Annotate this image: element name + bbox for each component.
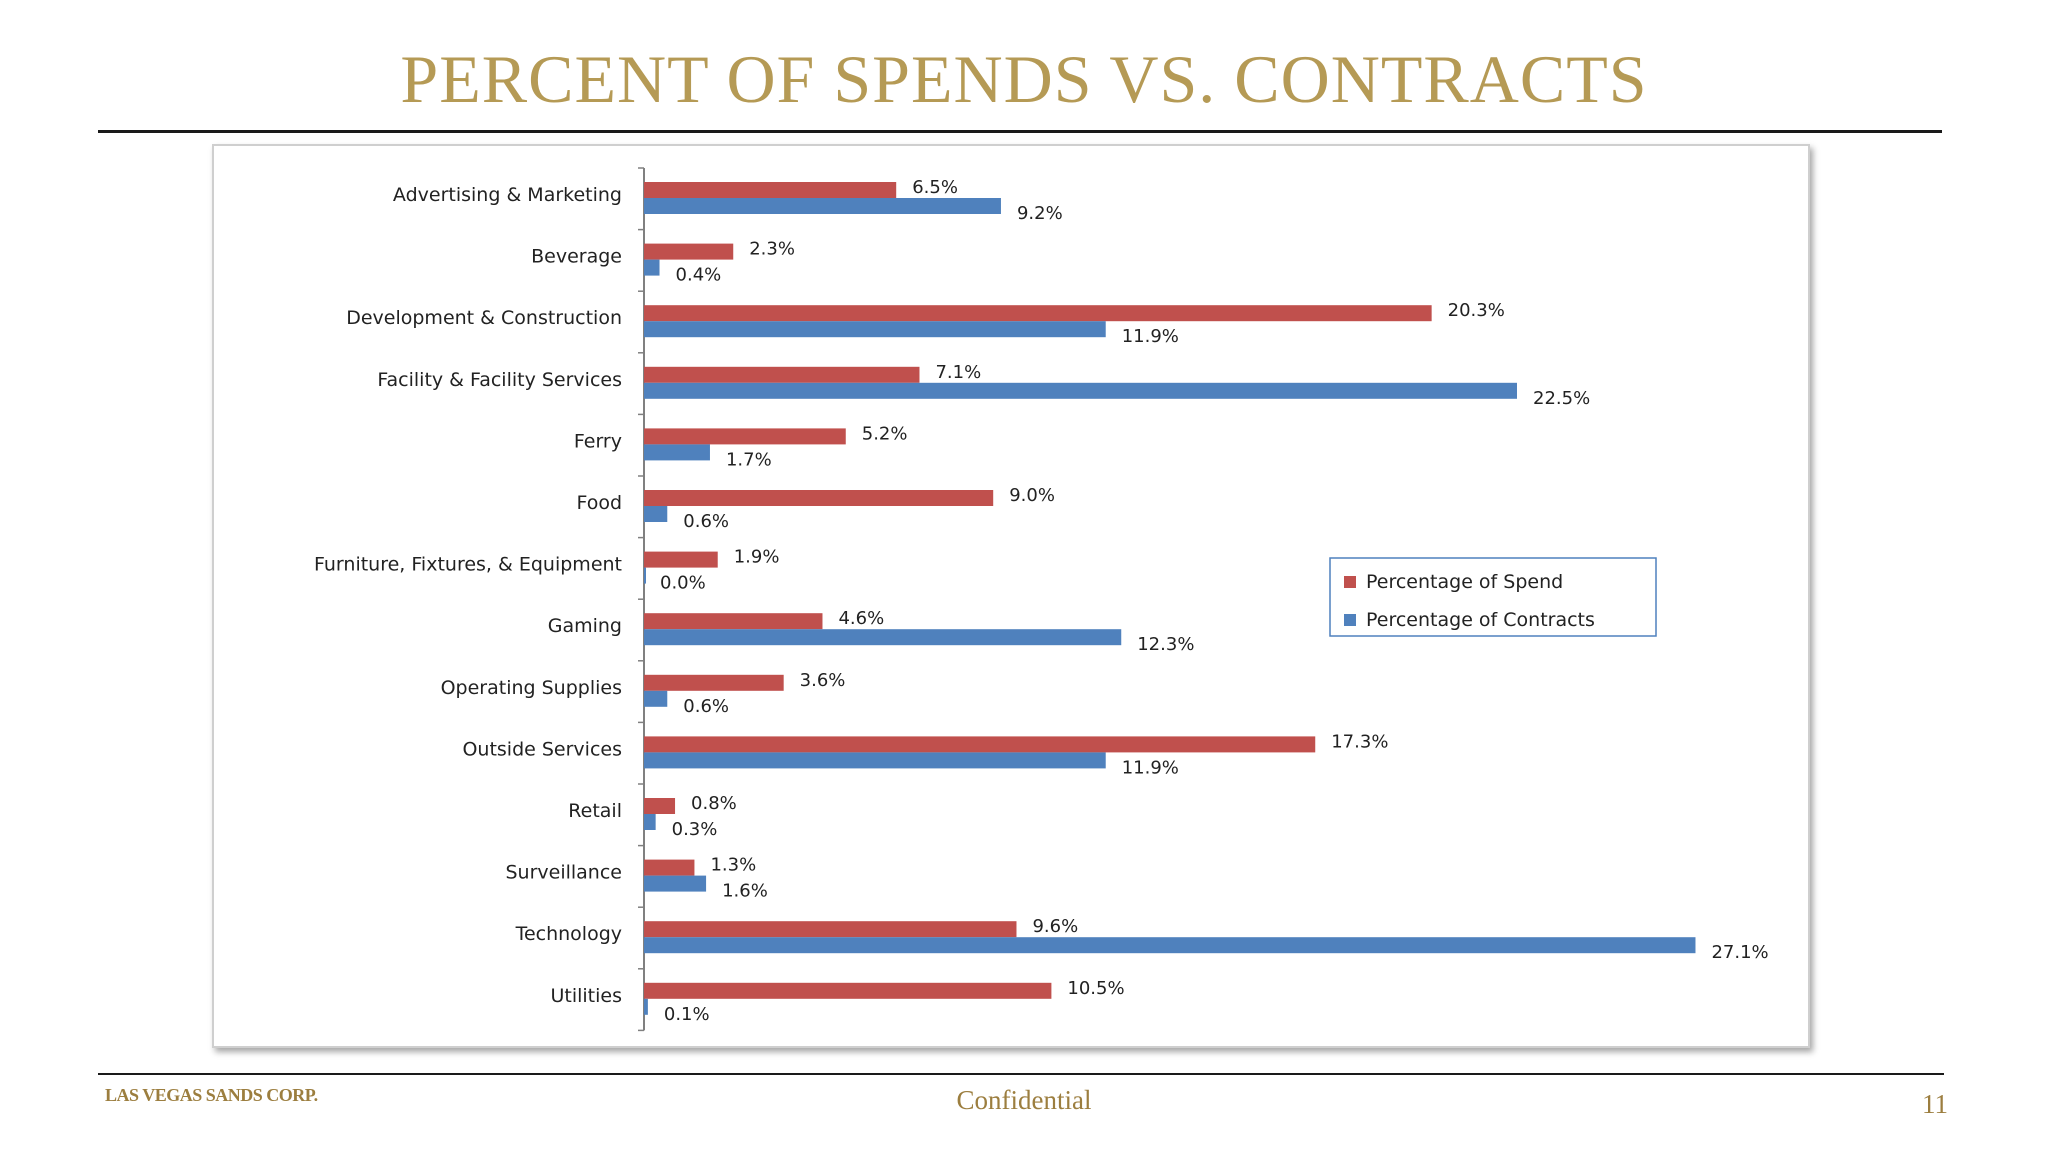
data-label: 7.1% — [935, 362, 981, 383]
data-label: 1.3% — [710, 855, 756, 876]
legend-box — [1329, 557, 1657, 637]
data-label: 0.6% — [683, 511, 729, 532]
data-label: 11.9% — [1122, 757, 1179, 778]
legend-label: Percentage of Contracts — [1366, 609, 1595, 631]
category-label: Surveillance — [505, 862, 622, 884]
contracts-bar — [644, 752, 1106, 769]
slide-title: PERCENT OF SPENDS VS. CONTRACTS — [400, 41, 1648, 117]
bar-chart: Advertising & Marketing 6.5% 9.2% Beverage 2… — [314, 167, 1769, 1032]
category-label: Gaming — [548, 615, 622, 637]
spend-bar — [644, 305, 1432, 322]
data-label: 0.3% — [672, 819, 718, 840]
spend-bar — [644, 982, 1052, 999]
legend-spend-swatch — [1344, 576, 1356, 588]
spend-bar — [644, 674, 784, 691]
data-label: 0.8% — [691, 793, 737, 814]
title-divider — [98, 130, 1942, 133]
data-label: 2.3% — [749, 239, 795, 260]
data-label: 9.6% — [1032, 916, 1078, 937]
category-label: Outside Services — [462, 738, 622, 760]
spend-bar — [644, 921, 1017, 938]
contracts-bar — [644, 506, 668, 522]
data-label: 20.3% — [1448, 300, 1505, 321]
footer-divider — [98, 1073, 1944, 1075]
category-label: Furniture, Fixtures, & Equipment — [314, 554, 622, 576]
legend-label: Percentage of Spend — [1366, 571, 1563, 593]
spend-bar — [644, 859, 695, 876]
category-label: Advertising & Marketing — [393, 184, 622, 206]
data-label: 0.6% — [683, 696, 729, 717]
contracts-bar — [644, 998, 648, 1015]
data-label: 22.5% — [1533, 388, 1590, 409]
contracts-bar — [644, 629, 1122, 646]
data-label: 6.5% — [912, 177, 958, 198]
category-label: Development & Construction — [346, 307, 622, 329]
contracts-bar — [644, 690, 668, 707]
data-label: 0.0% — [660, 573, 706, 594]
data-label: 12.3% — [1137, 634, 1194, 655]
spend-bar — [644, 428, 846, 445]
spend-bar — [644, 490, 994, 506]
contracts-bar — [644, 875, 707, 892]
contracts-bar — [644, 321, 1106, 338]
contracts-bar — [644, 937, 1696, 954]
spend-bar — [644, 366, 920, 383]
data-label: 4.6% — [838, 608, 884, 629]
spend-bar — [644, 243, 734, 260]
category-label: Utilities — [550, 985, 622, 1007]
category-label: Food — [576, 492, 622, 514]
contracts-bar — [644, 814, 656, 830]
category-label: Ferry — [574, 430, 622, 452]
category-label: Facility & Facility Services — [377, 369, 622, 391]
contracts-bar — [644, 444, 710, 461]
data-label: 5.2% — [862, 423, 908, 444]
contracts-bar — [644, 259, 660, 276]
data-label: 1.6% — [722, 881, 768, 902]
category-label: Retail — [568, 800, 622, 822]
data-label: 3.6% — [800, 670, 846, 691]
category-label: Operating Supplies — [441, 677, 622, 699]
data-label: 9.0% — [1009, 485, 1055, 506]
data-label: 27.1% — [1711, 942, 1768, 963]
contracts-bar — [644, 198, 1001, 214]
spend-bar — [644, 613, 823, 630]
chart-panel: Advertising & Marketing 6.5% 9.2% Beverage 2… — [212, 144, 1810, 1048]
category-label: Beverage — [531, 246, 622, 268]
confidential-label: Confidential — [956, 1085, 1092, 1115]
data-label: 1.9% — [734, 547, 780, 568]
category-label: Technology — [515, 923, 622, 945]
contracts-bar — [644, 567, 646, 584]
data-label: 10.5% — [1067, 978, 1124, 999]
data-label: 0.1% — [664, 1004, 710, 1025]
spend-bar — [644, 182, 897, 198]
spend-bar — [644, 798, 676, 814]
spend-bar — [644, 551, 718, 568]
spend-bar — [644, 736, 1316, 753]
data-label: 11.9% — [1122, 326, 1179, 347]
data-label: 0.4% — [676, 265, 722, 286]
data-label: 9.2% — [1017, 203, 1063, 224]
page-number: 11 — [1922, 1089, 1948, 1119]
data-label: 17.3% — [1331, 731, 1388, 752]
company-logo: LAS VEGAS SANDS CORP. — [105, 1085, 318, 1105]
contracts-bar — [644, 382, 1517, 399]
legend-contracts-swatch — [1344, 614, 1356, 626]
data-label: 1.7% — [726, 449, 772, 470]
